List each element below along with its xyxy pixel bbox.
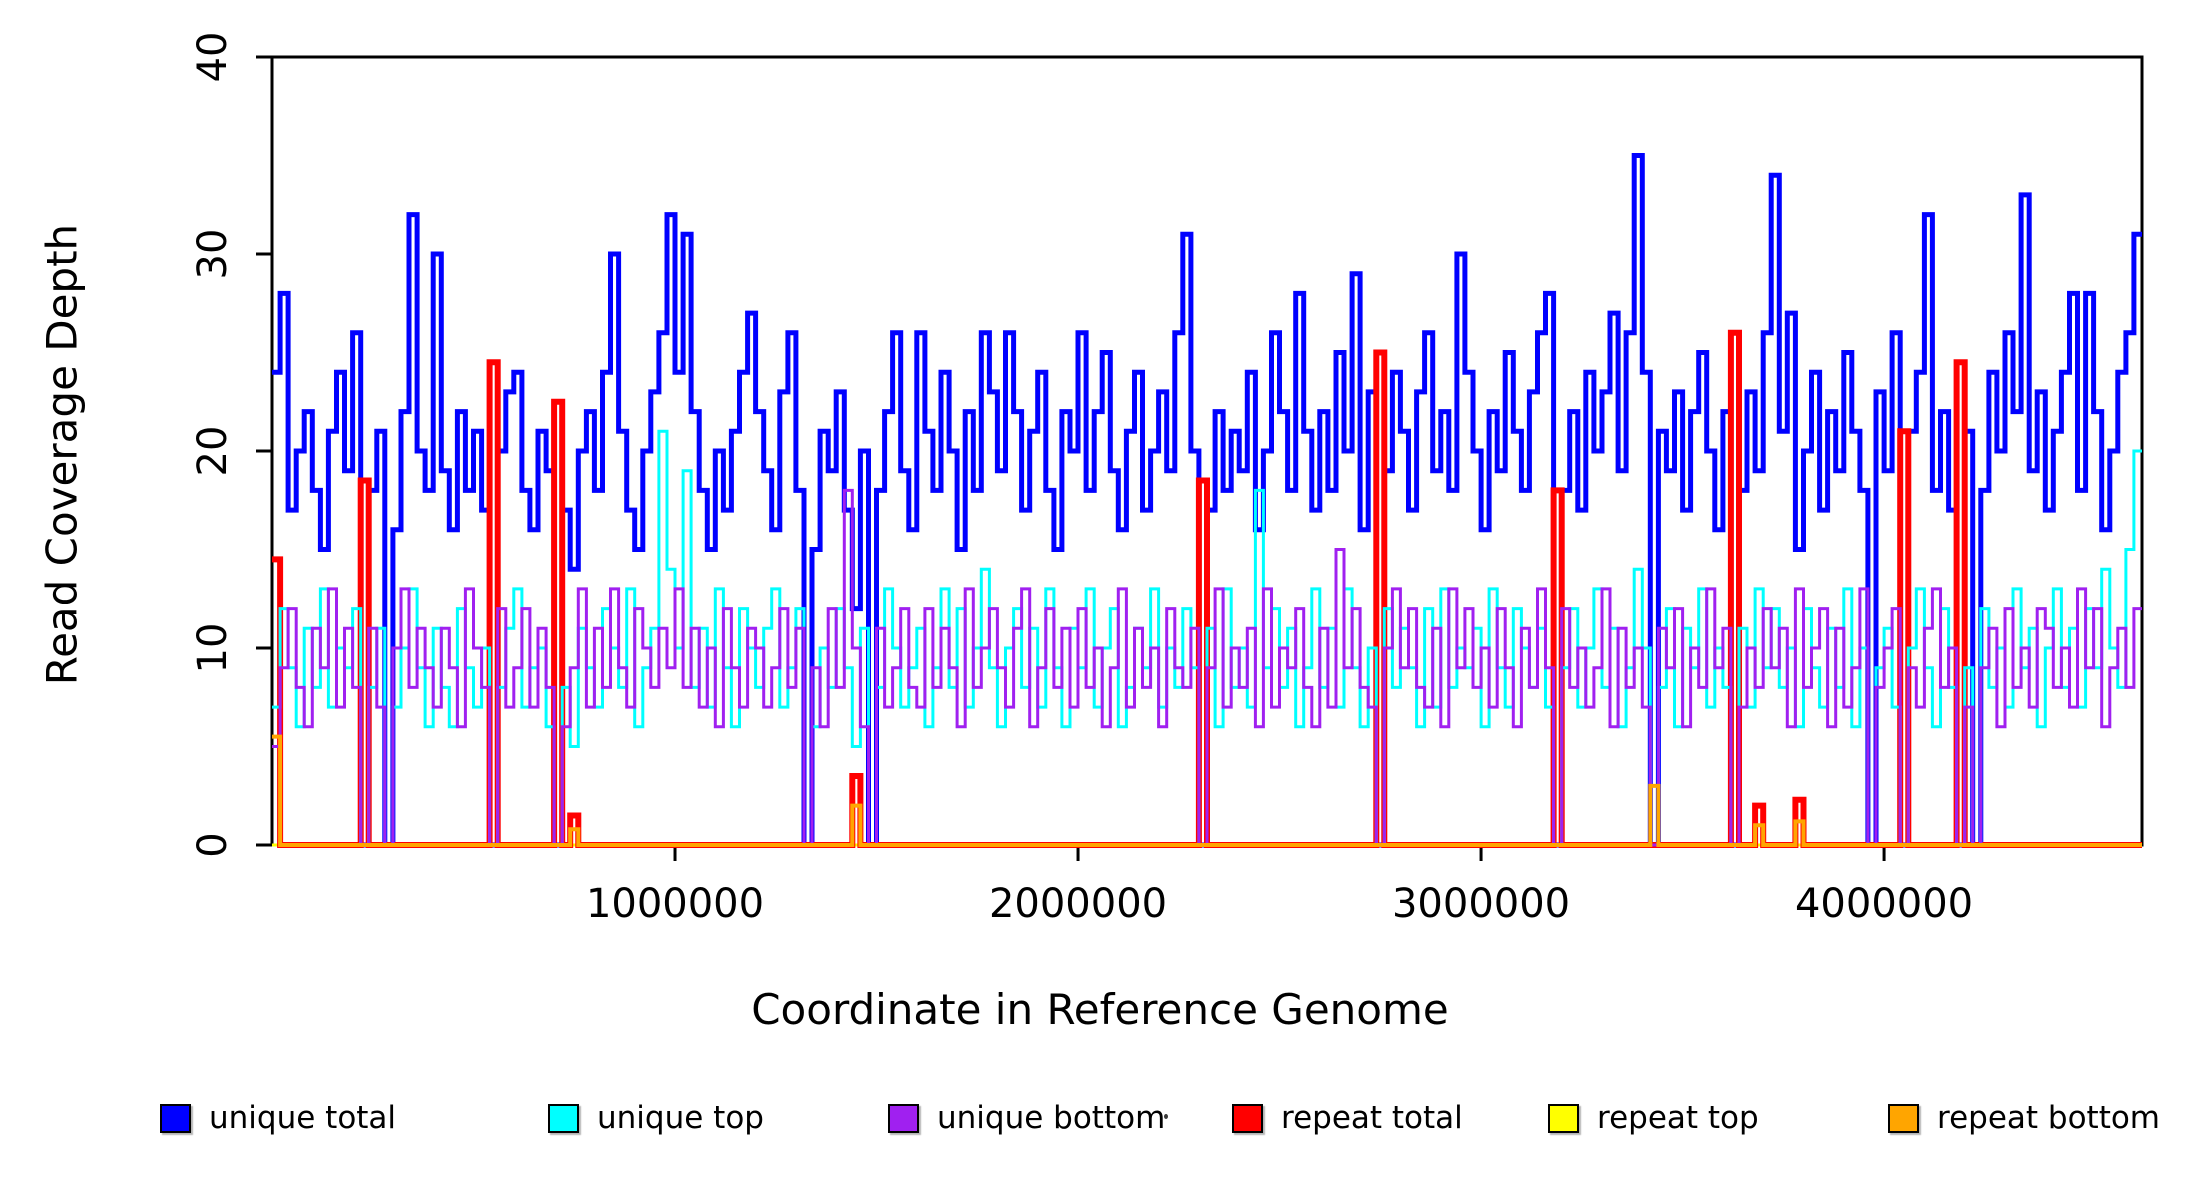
- y-tick-label: 20: [190, 426, 236, 477]
- legend-item-unique-total: unique total: [160, 1096, 396, 1140]
- x-tick-label: 1000000: [586, 881, 764, 927]
- y-tick-label: 40: [190, 32, 236, 83]
- repeat-bottom-swatch-icon: [1888, 1103, 1919, 1133]
- legend-item-repeat-bottom: repeat bottom: [1888, 1096, 2160, 1140]
- y-axis-title: Read Coverage Depth: [37, 223, 87, 686]
- series-unique-bottom: [272, 488, 2142, 847]
- unique-total-swatch-icon: [160, 1103, 191, 1133]
- legend-item-unique-top: unique top: [548, 1096, 764, 1140]
- legend-item-repeat-top: repeat top: [1548, 1096, 1759, 1140]
- legend-label: repeat top: [1597, 1100, 1759, 1136]
- unique-top-swatch-icon: [548, 1103, 579, 1133]
- legend-item-repeat-total: repeat total: [1232, 1096, 1463, 1140]
- x-axis-title: Coordinate in Reference Genome: [751, 985, 1449, 1034]
- y-tick-label: 10: [190, 623, 236, 674]
- legend-item-unique-bottom: unique bottom: [888, 1096, 1165, 1140]
- legend-label: repeat bottom: [1937, 1100, 2161, 1136]
- legend-label: repeat total: [1281, 1100, 1463, 1136]
- unique-bottom-swatch-icon: [888, 1103, 919, 1133]
- repeat-top-swatch-icon: [1548, 1103, 1579, 1133]
- x-tick-label: 4000000: [1795, 881, 1973, 927]
- y-tick-label: 0: [190, 832, 236, 857]
- stray-dot-artifact: [1164, 1114, 1168, 1119]
- series-repeat-bottom: [272, 734, 2142, 847]
- legend: unique total unique top unique bottom re…: [0, 1096, 2200, 1146]
- repeat-total-swatch-icon: [1232, 1103, 1263, 1133]
- x-tick-label: 3000000: [1392, 881, 1570, 927]
- legend-label: unique top: [597, 1100, 764, 1136]
- legend-label: unique total: [209, 1100, 397, 1136]
- y-tick-label: 30: [190, 229, 236, 280]
- legend-label: unique bottom: [937, 1100, 1166, 1136]
- x-tick-label: 2000000: [989, 881, 1167, 927]
